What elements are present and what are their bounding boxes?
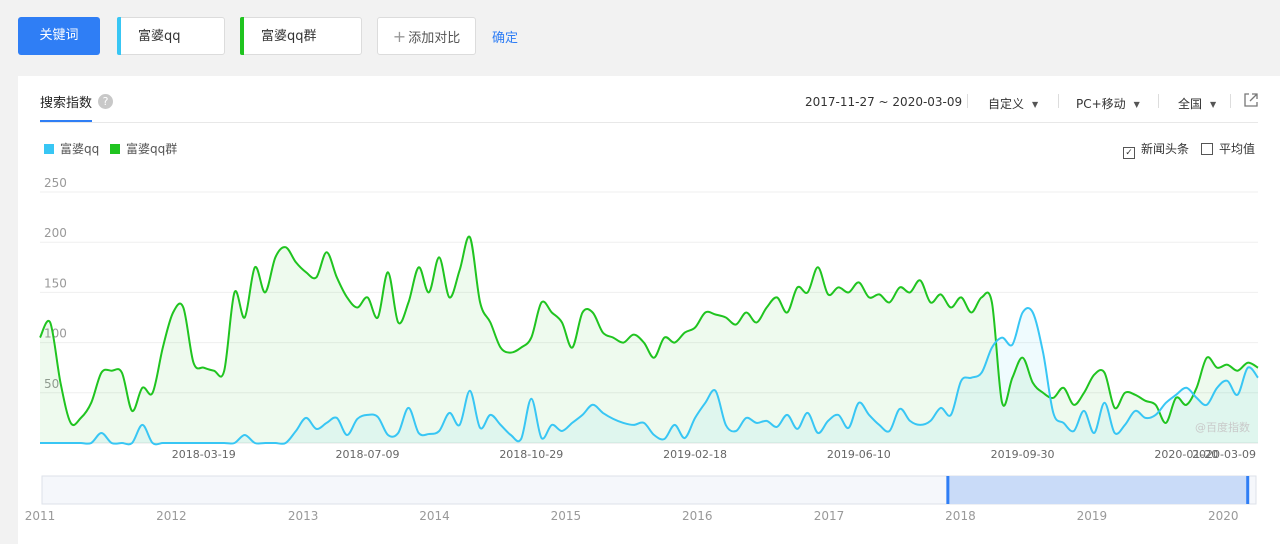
y-tick-label: 100 bbox=[44, 327, 67, 341]
navigator-year-label: 2011 bbox=[25, 509, 56, 523]
navigator-year-label: 2020 bbox=[1208, 509, 1239, 523]
legend-label: 富婆qq群 bbox=[126, 142, 178, 156]
checkbox-news-headlines[interactable]: ✓ 新闻头条 bbox=[1123, 140, 1189, 159]
x-axis-labels: 2018-03-19 2018-07-09 2018-10-29 2019-02-18… bbox=[172, 448, 1256, 461]
series-areas bbox=[40, 236, 1258, 445]
region-label: 全国 bbox=[1178, 97, 1203, 111]
y-tick-label: 50 bbox=[44, 377, 59, 391]
question-icon[interactable]: ? bbox=[98, 94, 113, 109]
y-tick-label: 200 bbox=[44, 226, 67, 240]
range-navigator[interactable]: 2011 2012 2013 2014 2015 2016 2017 2018 2019 2020 bbox=[25, 475, 1257, 523]
navigator-year-label: 2014 bbox=[419, 509, 450, 523]
y-tick-label: 250 bbox=[44, 176, 67, 190]
legend-label: 富婆qq bbox=[60, 142, 100, 156]
caret-down-icon: ▼ bbox=[1032, 100, 1039, 109]
series-line-qq bbox=[40, 306, 1259, 446]
navigator-handle-right bbox=[1246, 476, 1250, 504]
legend-item-qq-group[interactable]: 富婆qq群 bbox=[110, 140, 177, 157]
caret-down-icon: ▼ bbox=[1133, 100, 1140, 109]
legend-swatch bbox=[44, 144, 54, 154]
tab-search-index[interactable]: 搜索指数 bbox=[40, 92, 93, 122]
search-index-panel: 搜索指数 ? 2017-11-27 ~ 2020-03-09 自定义 ▼ PC+移… bbox=[18, 76, 1280, 544]
confirm-link[interactable]: 确定 bbox=[492, 31, 519, 46]
series-line-qq-group bbox=[39, 235, 1259, 427]
tab-divider bbox=[40, 122, 1258, 123]
divider bbox=[1058, 94, 1059, 108]
x-tick-label: 2018-07-09 bbox=[336, 448, 400, 461]
navigator-year-label: 2018 bbox=[945, 509, 976, 523]
add-compare-label: 添加对比 bbox=[408, 31, 461, 46]
add-compare-button[interactable]: + 添加对比 bbox=[377, 17, 476, 55]
checkbox-label: 平均值 bbox=[1219, 142, 1256, 156]
x-tick-label: 2020-03-09 bbox=[1192, 448, 1256, 461]
keyword-color-bar bbox=[117, 17, 121, 55]
navigator-selection bbox=[947, 476, 1248, 504]
range-mode-label: 自定义 bbox=[988, 97, 1025, 111]
divider bbox=[1158, 94, 1159, 108]
divider bbox=[1230, 94, 1231, 108]
navigator-handle-left bbox=[946, 476, 950, 504]
external-link-icon[interactable] bbox=[1243, 92, 1259, 108]
y-axis-labels: 250 200 150 100 50 bbox=[44, 176, 67, 391]
keyword-chip-qq-group[interactable]: 富婆qq群 bbox=[240, 17, 362, 55]
keyword-chip-label: 富婆qq bbox=[138, 29, 181, 44]
region-dropdown[interactable]: 全国 ▼ bbox=[1178, 95, 1216, 112]
x-tick-label: 2019-02-18 bbox=[663, 448, 727, 461]
navigator-year-label: 2017 bbox=[814, 509, 845, 523]
checkbox-average[interactable]: 平均值 bbox=[1201, 140, 1255, 157]
navigator-year-label: 2019 bbox=[1077, 509, 1108, 523]
keywords-button[interactable]: 关键词 bbox=[18, 17, 100, 55]
device-label: PC+移动 bbox=[1076, 97, 1126, 111]
x-tick-label: 2018-03-19 bbox=[172, 448, 236, 461]
range-mode-dropdown[interactable]: 自定义 ▼ bbox=[988, 95, 1038, 112]
legend-item-qq[interactable]: 富婆qq bbox=[44, 140, 99, 157]
divider bbox=[967, 94, 968, 108]
navigator-year-label: 2012 bbox=[156, 509, 187, 523]
grid-lines bbox=[40, 191, 1258, 444]
watermark: @百度指数 bbox=[1195, 420, 1250, 434]
plus-icon: + bbox=[392, 27, 407, 46]
navigator-year-label: 2015 bbox=[551, 509, 582, 523]
checkbox-icon bbox=[1201, 143, 1213, 155]
series-area-qq-group bbox=[40, 236, 1258, 443]
x-tick-label: 2019-06-10 bbox=[827, 448, 891, 461]
navigator-year-label: 2016 bbox=[682, 509, 713, 523]
checkbox-label: 新闻头条 bbox=[1141, 142, 1190, 156]
caret-down-icon: ▼ bbox=[1210, 100, 1217, 109]
date-range-picker[interactable]: 2017-11-27 ~ 2020-03-09 bbox=[805, 95, 963, 109]
device-dropdown[interactable]: PC+移动 ▼ bbox=[1076, 95, 1140, 112]
navigator-year-label: 2013 bbox=[288, 509, 319, 523]
checked-icon: ✓ bbox=[1123, 147, 1135, 159]
y-tick-label: 150 bbox=[44, 276, 67, 290]
keyword-toolbar: 关键词 富婆qq 富婆qq群 + 添加对比 确定 bbox=[0, 0, 1280, 76]
keyword-chip-label: 富婆qq群 bbox=[261, 29, 317, 44]
series-lines bbox=[39, 235, 1259, 446]
keyword-chip-qq[interactable]: 富婆qq bbox=[117, 17, 225, 55]
x-tick-label: 2019-09-30 bbox=[991, 448, 1055, 461]
legend-swatch bbox=[110, 144, 120, 154]
keyword-color-bar bbox=[240, 17, 244, 55]
x-tick-label: 2018-10-29 bbox=[499, 448, 563, 461]
x-tick-label: 2020-01-20 bbox=[1154, 448, 1218, 461]
